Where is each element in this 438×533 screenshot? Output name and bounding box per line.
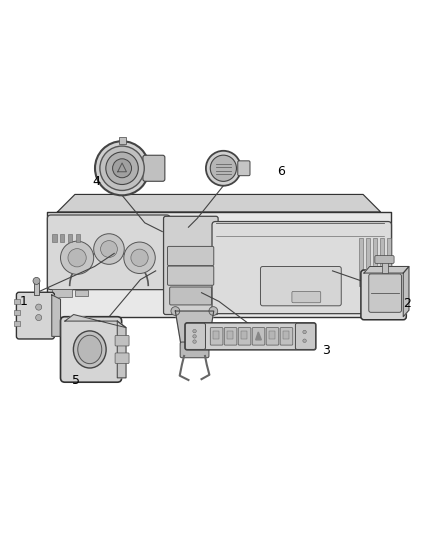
Bar xyxy=(380,238,384,286)
Circle shape xyxy=(101,240,117,257)
Polygon shape xyxy=(175,311,214,345)
Bar xyxy=(359,238,363,286)
Bar xyxy=(227,331,233,339)
FancyBboxPatch shape xyxy=(163,216,218,314)
Polygon shape xyxy=(256,332,261,340)
Circle shape xyxy=(193,329,196,333)
FancyBboxPatch shape xyxy=(115,353,129,364)
Bar xyxy=(14,310,20,315)
FancyBboxPatch shape xyxy=(115,335,129,346)
Circle shape xyxy=(206,151,241,185)
Circle shape xyxy=(94,234,124,264)
FancyBboxPatch shape xyxy=(60,317,122,382)
Circle shape xyxy=(60,241,94,274)
Bar xyxy=(213,331,219,339)
Text: 3: 3 xyxy=(322,344,330,357)
Circle shape xyxy=(68,248,86,267)
FancyBboxPatch shape xyxy=(266,328,279,345)
FancyBboxPatch shape xyxy=(170,287,212,305)
FancyBboxPatch shape xyxy=(180,342,209,358)
Ellipse shape xyxy=(78,335,102,364)
FancyBboxPatch shape xyxy=(261,266,341,306)
Bar xyxy=(373,238,377,286)
Circle shape xyxy=(193,335,196,338)
FancyBboxPatch shape xyxy=(185,323,205,350)
Polygon shape xyxy=(403,266,409,317)
Bar xyxy=(269,331,276,339)
Text: 6: 6 xyxy=(277,165,285,178)
FancyBboxPatch shape xyxy=(185,323,316,350)
FancyBboxPatch shape xyxy=(47,215,170,289)
Bar xyxy=(14,321,20,326)
Polygon shape xyxy=(65,314,126,328)
FancyBboxPatch shape xyxy=(252,328,265,345)
Bar xyxy=(75,290,88,296)
Bar xyxy=(52,289,72,297)
Bar xyxy=(68,234,72,243)
FancyBboxPatch shape xyxy=(361,270,406,320)
Circle shape xyxy=(35,304,42,310)
Circle shape xyxy=(106,152,138,184)
Bar xyxy=(366,238,370,286)
Text: 2: 2 xyxy=(403,297,411,310)
Bar xyxy=(119,138,126,144)
Bar xyxy=(14,299,20,304)
Bar xyxy=(34,282,39,295)
FancyBboxPatch shape xyxy=(280,328,293,345)
Bar xyxy=(387,238,391,286)
Circle shape xyxy=(113,159,131,177)
Circle shape xyxy=(95,141,149,195)
Circle shape xyxy=(35,314,42,321)
Polygon shape xyxy=(364,266,409,273)
Text: 1: 1 xyxy=(19,295,27,308)
Ellipse shape xyxy=(74,331,106,368)
Polygon shape xyxy=(52,295,60,336)
FancyBboxPatch shape xyxy=(375,256,394,263)
Circle shape xyxy=(124,242,155,273)
FancyBboxPatch shape xyxy=(238,161,250,176)
FancyBboxPatch shape xyxy=(369,274,402,312)
FancyBboxPatch shape xyxy=(167,246,214,265)
FancyBboxPatch shape xyxy=(143,155,165,181)
FancyBboxPatch shape xyxy=(167,266,214,285)
FancyBboxPatch shape xyxy=(212,222,392,313)
Bar xyxy=(52,234,57,243)
Text: 5: 5 xyxy=(72,374,80,386)
Bar xyxy=(60,234,64,243)
Polygon shape xyxy=(57,195,381,212)
FancyBboxPatch shape xyxy=(295,323,315,350)
FancyBboxPatch shape xyxy=(16,292,54,339)
Polygon shape xyxy=(117,321,126,378)
Text: 4: 4 xyxy=(92,175,100,188)
Bar xyxy=(283,331,289,339)
Bar xyxy=(241,331,247,339)
Circle shape xyxy=(303,339,306,343)
Bar xyxy=(76,234,80,243)
Circle shape xyxy=(209,306,218,316)
Circle shape xyxy=(303,330,306,334)
Circle shape xyxy=(193,340,196,343)
FancyBboxPatch shape xyxy=(224,328,237,345)
Bar xyxy=(382,261,388,273)
Circle shape xyxy=(100,146,144,190)
Circle shape xyxy=(210,155,237,181)
FancyBboxPatch shape xyxy=(238,328,251,345)
Circle shape xyxy=(33,277,40,285)
Circle shape xyxy=(171,306,180,316)
FancyBboxPatch shape xyxy=(210,328,223,345)
Circle shape xyxy=(131,249,148,266)
FancyBboxPatch shape xyxy=(292,292,321,303)
Polygon shape xyxy=(46,212,392,317)
